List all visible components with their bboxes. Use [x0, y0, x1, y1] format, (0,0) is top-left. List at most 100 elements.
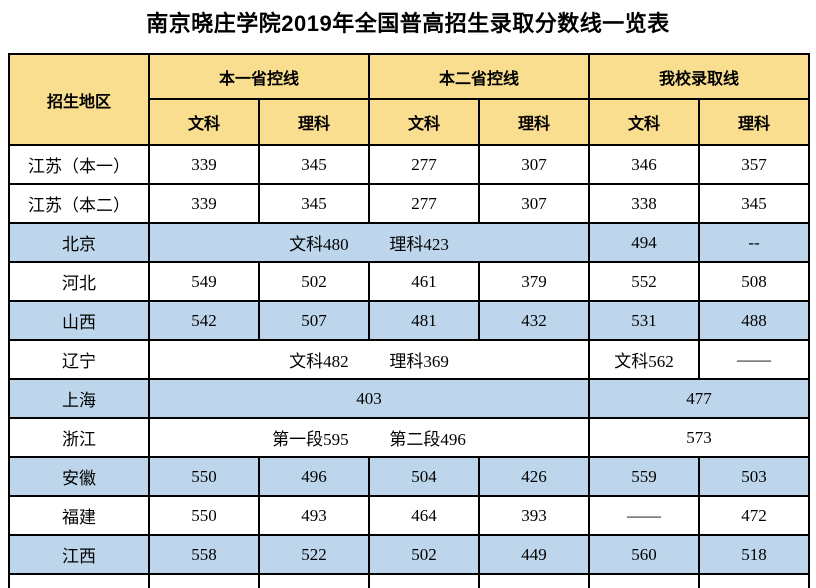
table-row-shanxi: 山西 542 507 481 432 531 488: [8, 300, 811, 341]
table-row-fujian: 福建 550 493 464 393 —— 472: [8, 495, 811, 536]
header-sub-tier1-arts: 文科: [148, 98, 260, 146]
score-cell: 502: [368, 534, 481, 575]
score-cell: 464: [368, 495, 481, 536]
merged-province-line-cell: 文科482 理科369: [147, 339, 591, 380]
region-cell: 福建: [8, 495, 150, 536]
score-cell: 522: [257, 534, 371, 575]
score-cell: 277: [368, 144, 481, 185]
score-cell: 550: [148, 456, 260, 497]
score-cell: [698, 573, 811, 588]
region-cell: 安徽: [8, 456, 150, 497]
merged-science-value: 理科369: [389, 352, 449, 371]
score-cell: 345: [257, 183, 371, 224]
score-cell: --: [698, 222, 811, 263]
score-cell: 346: [588, 144, 701, 185]
region-cell: 上海: [8, 378, 150, 419]
region-cell: 北京: [8, 222, 150, 263]
score-cell: 345: [257, 144, 371, 185]
header-sub-tier1-science: 理科: [257, 98, 371, 146]
score-cell: 472: [698, 495, 811, 536]
header-sub-row: 文科 理科 文科 理科 文科 理科: [9, 98, 811, 146]
score-cell: 339: [148, 144, 260, 185]
score-cell: [368, 573, 481, 588]
score-cell: 560: [588, 534, 701, 575]
header-group-tier1: 本一省控线: [147, 53, 371, 100]
header-sub-school-science: 理科: [698, 98, 811, 146]
table-header: 招生地区 本一省控线 本二省控线 我校录取线 文科 理科 文科 理科 文科 理科: [8, 53, 811, 146]
table-row-jiangxi: 江西 558 522 502 449 560 518: [8, 534, 811, 575]
score-cell: 426: [478, 456, 591, 497]
region-cell: 辽宁: [8, 339, 150, 380]
region-cell: 河北: [8, 261, 150, 302]
merged-segment1-value: 第一段595: [272, 430, 349, 449]
score-cell: 345: [698, 183, 811, 224]
merged-province-line-cell: 403: [147, 378, 591, 419]
score-cell: 508: [698, 261, 811, 302]
score-cell: 542: [148, 300, 260, 341]
score-cell: 357: [698, 144, 811, 185]
merged-province-line-cell: 文科480 理科423: [147, 222, 591, 263]
merged-arts-value: 文科482: [289, 352, 349, 371]
score-cell: 481: [368, 300, 481, 341]
score-cell: [257, 573, 371, 588]
score-cell: 432: [478, 300, 591, 341]
score-cell: [148, 573, 260, 588]
score-cell: 552: [588, 261, 701, 302]
merged-school-line-cell: 477: [588, 378, 811, 419]
score-cell: 549: [148, 261, 260, 302]
merged-province-line-cell: 第一段595 第二段496: [147, 417, 591, 458]
table-row-liaoning: 辽宁 文科482 理科369 文科562 ——: [8, 339, 811, 380]
score-cell: 504: [368, 456, 481, 497]
score-cell: 518: [698, 534, 811, 575]
merged-segment2-value: 第二段496: [389, 430, 466, 449]
region-cell: 浙江: [8, 417, 150, 458]
score-cell: 502: [257, 261, 371, 302]
score-cell: 307: [478, 183, 591, 224]
table-row-partial: [8, 573, 811, 588]
score-cell: 503: [698, 456, 811, 497]
page-title: 南京晓庄学院2019年全国普高招生录取分数线一览表: [146, 11, 670, 36]
score-cell: 379: [478, 261, 591, 302]
merged-school-line-cell: 573: [588, 417, 811, 458]
admission-scores-table: 招生地区 本一省控线 本二省控线 我校录取线 文科 理科 文科 理科 文科 理科…: [8, 53, 811, 588]
merged-science-value: 理科423: [389, 235, 449, 254]
score-cell: ——: [588, 495, 701, 536]
score-cell: 307: [478, 144, 591, 185]
score-cell: 338: [588, 183, 701, 224]
score-cell: [478, 573, 591, 588]
region-cell: [8, 573, 150, 588]
table-row-shanghai: 上海 403 477: [8, 378, 811, 419]
header-region: 招生地区: [8, 53, 150, 146]
region-cell: 江苏（本二）: [8, 183, 150, 224]
score-cell: 550: [148, 495, 260, 536]
header-sub-tier2-arts: 文科: [368, 98, 481, 146]
table-row-zhejiang: 浙江 第一段595 第二段496 573: [8, 417, 811, 458]
header-group-row: 招生地区 本一省控线 本二省控线 我校录取线: [8, 53, 811, 146]
header-sub-tier2-science: 理科: [478, 98, 591, 146]
header-group-tier2: 本二省控线: [368, 53, 591, 100]
region-cell: 江苏（本一）: [8, 144, 150, 185]
score-cell: 461: [368, 261, 481, 302]
score-cell: ——: [698, 339, 811, 380]
table-row-anhui: 安徽 550 496 504 426 559 503: [8, 456, 811, 497]
score-cell: 493: [257, 495, 371, 536]
score-cell: 531: [588, 300, 701, 341]
score-cell: 488: [698, 300, 811, 341]
header-group-school: 我校录取线: [588, 53, 811, 100]
score-cell: 339: [148, 183, 260, 224]
score-cell: 494: [588, 222, 701, 263]
region-cell: 江西: [8, 534, 150, 575]
score-cell: 277: [368, 183, 481, 224]
score-cell: 558: [148, 534, 260, 575]
score-cell: 449: [478, 534, 591, 575]
score-cell: 496: [257, 456, 371, 497]
region-cell: 山西: [8, 300, 150, 341]
table-row-beijing: 北京 文科480 理科423 494 --: [8, 222, 811, 263]
table-row-jiangsu-tier1: 江苏（本一） 339 345 277 307 346 357: [8, 144, 811, 185]
table-row-jiangsu-tier2: 江苏（本二） 339 345 277 307 338 345: [8, 183, 811, 224]
score-cell: 文科562: [588, 339, 701, 380]
table-row-hebei: 河北 549 502 461 379 552 508: [8, 261, 811, 302]
header-sub-school-arts: 文科: [588, 98, 701, 146]
score-cell: [588, 573, 701, 588]
